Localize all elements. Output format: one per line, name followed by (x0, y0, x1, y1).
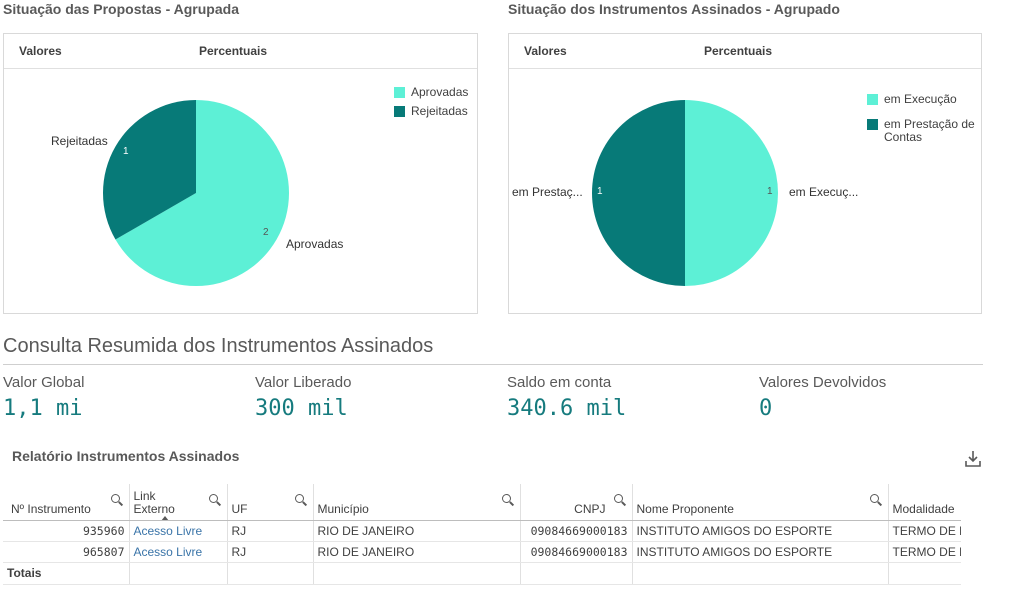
search-icon[interactable] (208, 494, 221, 506)
tab-percentuais[interactable]: Percentuais (199, 44, 268, 58)
totals-cell (520, 561, 633, 585)
cell-municipio: RIO DE JANEIRO (313, 541, 521, 563)
instruments-pie-chart[interactable] (509, 34, 983, 315)
totals-cell (632, 561, 889, 585)
slice-label-em-execucao: em Execuç... (789, 185, 859, 199)
kpi-label-valores-devolvidos: Valores Devolvidos (759, 374, 887, 391)
column-label: Município (317, 501, 369, 516)
proposals-pie-chart[interactable] (4, 34, 479, 315)
table-row[interactable]: 935960 Acesso Livre RJ RIO DE JANEIRO 09… (3, 520, 961, 542)
download-icon[interactable] (963, 449, 983, 469)
legend-label: em Prestação de Contas (884, 117, 975, 144)
column-label: Modalidade (892, 501, 955, 516)
slice-value-rejeitadas: 1 (123, 146, 129, 157)
tab-percentuais[interactable]: Percentuais (704, 44, 773, 58)
instruments-chart-tabs: Valores Percentuais (509, 34, 981, 69)
legend-item-em-execucao[interactable]: em Execução (867, 93, 979, 106)
cell-uf: RJ (227, 520, 314, 542)
slice-value-em-prestacao: 1 (597, 186, 603, 197)
kpi-label-valor-liberado: Valor Liberado (255, 374, 352, 391)
totals-cell (888, 561, 961, 585)
column-header-link-externo[interactable]: Link Externo (129, 484, 228, 521)
legend-label: em Execução (884, 92, 957, 106)
cell-modalidade: TERMO DE FOMENTO (888, 541, 961, 563)
proposals-panel-title: Situação das Propostas - Agrupada (3, 1, 239, 17)
cell-modalidade: TERMO DE FOMENTO (888, 520, 961, 542)
search-icon[interactable] (869, 494, 882, 506)
proposals-slice-0[interactable] (115, 100, 289, 286)
column-label: Nome Proponente (636, 501, 734, 516)
table-header-row: Nº Instrumento Link Externo UF Município… (3, 484, 961, 521)
column-header-instrumento[interactable]: Nº Instrumento (3, 484, 130, 521)
instruments-chart-panel[interactable]: Valores Percentuais em Prestaç... em Exe… (508, 33, 982, 314)
legend-item-em-prestacao[interactable]: em Prestação de Contas (867, 118, 979, 144)
column-label: Link Externo (133, 488, 175, 516)
column-header-municipio[interactable]: Município (313, 484, 521, 521)
slice-label-em-prestacao: em Prestaç... (512, 185, 583, 199)
cell-municipio: RIO DE JANEIRO (313, 520, 521, 542)
legend-item-aprovadas[interactable]: Aprovadas (394, 86, 468, 99)
legend-item-rejeitadas[interactable]: Rejeitadas (394, 105, 468, 118)
instruments-panel-title: Situação dos Instrumentos Assinados - Ag… (508, 1, 840, 17)
report-table: Nº Instrumento Link Externo UF Município… (3, 484, 961, 585)
instruments-legend: em Execução em Prestação de Contas (867, 93, 979, 150)
search-icon[interactable] (110, 494, 123, 506)
column-header-nome-proponente[interactable]: Nome Proponente (632, 484, 889, 521)
proposals-slice-1[interactable] (103, 100, 196, 240)
column-header-cnpj[interactable]: CNPJ (520, 484, 633, 521)
sort-ascending-icon[interactable] (160, 515, 169, 519)
legend-swatch (394, 87, 405, 98)
legend-label: Rejeitadas (411, 104, 468, 118)
column-label: UF (231, 501, 248, 516)
kpi-value-valor-global: 1,1 mi (3, 396, 83, 421)
column-header-uf[interactable]: UF (227, 484, 314, 521)
cell-nome-proponente: INSTITUTO AMIGOS DO ESPORTE (632, 541, 889, 563)
table-row[interactable]: 965807 Acesso Livre RJ RIO DE JANEIRO 09… (3, 541, 961, 563)
cell-cnpj: 09084669000183 (520, 520, 633, 542)
kpi-label-saldo-em-conta: Saldo em conta (507, 374, 612, 391)
totals-row: Totais (3, 561, 961, 585)
instruments-slice-0[interactable] (685, 100, 778, 286)
totals-cell (129, 561, 228, 585)
cell-uf: RJ (227, 541, 314, 563)
kpi-label-valor-global: Valor Global (3, 374, 85, 391)
cell-link-externo[interactable]: Acesso Livre (129, 541, 228, 563)
legend-swatch (394, 106, 405, 117)
search-icon[interactable] (501, 494, 514, 506)
slice-label-rejeitadas: Rejeitadas (51, 134, 108, 148)
totals-label: Totais (3, 561, 130, 585)
cell-instrumento: 935960 (3, 520, 130, 542)
cell-instrumento: 965807 (3, 541, 130, 563)
column-label: Nº Instrumento (11, 501, 91, 516)
summary-title: Consulta Resumida dos Instrumentos Assin… (3, 335, 434, 357)
kpi-value-valores-devolvidos: 0 (759, 396, 773, 421)
instruments-slice-1[interactable] (592, 100, 685, 286)
report-title: Relatório Instrumentos Assinados (12, 448, 240, 464)
legend-label: Aprovadas (411, 85, 469, 99)
tab-values[interactable]: Valores (524, 44, 567, 58)
legend-swatch (867, 94, 878, 105)
tab-values[interactable]: Valores (19, 44, 62, 58)
slice-value-em-execucao: 1 (767, 186, 773, 197)
kpi-value-saldo-em-conta: 340.6 mil (507, 396, 627, 421)
legend-swatch (867, 119, 878, 130)
proposals-chart-tabs: Valores Percentuais (4, 34, 477, 69)
search-icon[interactable] (613, 494, 626, 506)
slice-value-aprovadas: 2 (263, 227, 269, 238)
proposals-chart-panel[interactable]: Valores Percentuais Rejeitadas Aprovadas… (3, 33, 478, 314)
column-label: CNPJ (574, 501, 606, 516)
totals-cell (313, 561, 521, 585)
kpi-value-valor-liberado: 300 mil (255, 396, 348, 421)
cell-cnpj: 09084669000183 (520, 541, 633, 563)
search-icon[interactable] (294, 494, 307, 506)
summary-divider (3, 364, 983, 365)
cell-nome-proponente: INSTITUTO AMIGOS DO ESPORTE (632, 520, 889, 542)
proposals-legend: Aprovadas Rejeitadas (394, 86, 468, 124)
slice-label-aprovadas: Aprovadas (286, 237, 344, 251)
column-header-modalidade[interactable]: Modalidade (888, 484, 961, 521)
cell-link-externo[interactable]: Acesso Livre (129, 520, 228, 542)
totals-cell (227, 561, 314, 585)
